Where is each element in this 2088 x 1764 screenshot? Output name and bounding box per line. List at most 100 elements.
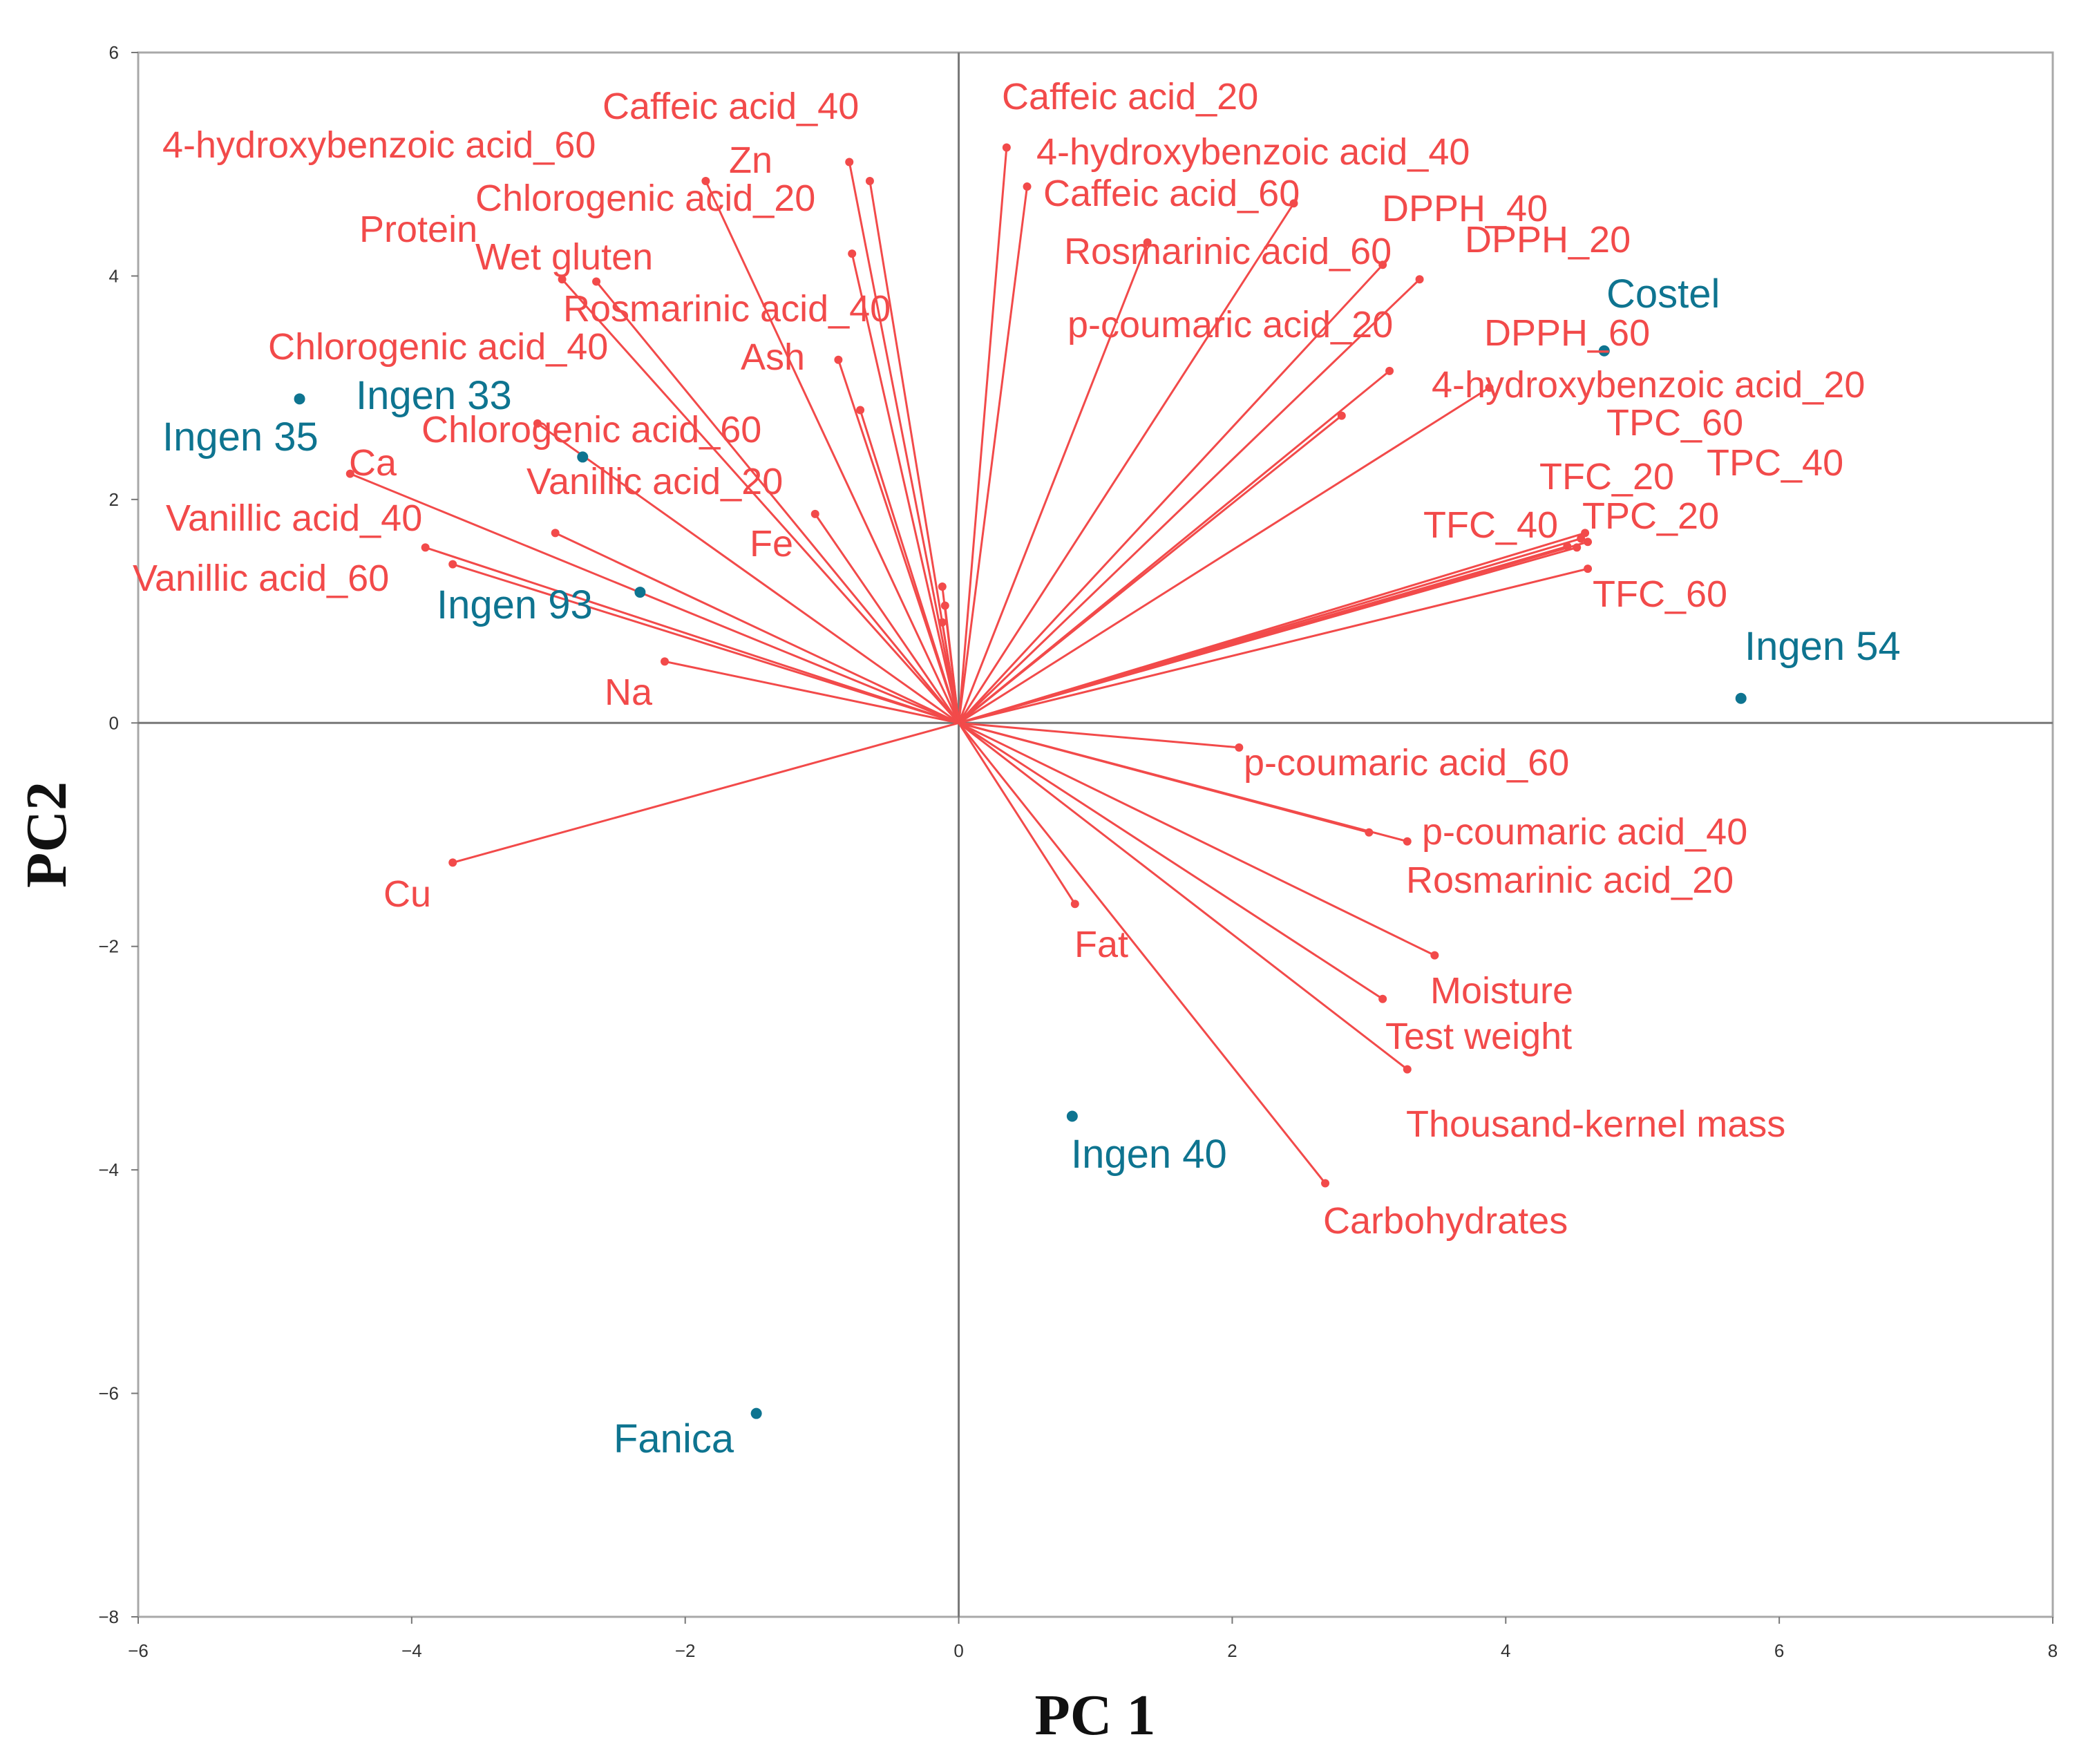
loading-label-rosmarinic-acid-60: Rosmarinic acid_60 xyxy=(1064,231,1392,272)
loading-vector-moisture xyxy=(958,721,1436,956)
loading-point-v41 xyxy=(938,618,947,627)
loading-vector-chlorogenic-acid-60 xyxy=(555,532,960,724)
loading-point-wet-gluten xyxy=(592,277,601,286)
loading-label-tfc-60: TFC_60 xyxy=(1593,573,1727,615)
loading-point-caffeic-acid-40 xyxy=(845,158,854,167)
axes-layer xyxy=(138,53,2053,1617)
loading-label-chlorogenic-acid-60: Chlorogenic acid_60 xyxy=(421,409,761,451)
loading-point-vanillic-acid-60 xyxy=(448,560,457,569)
x-tick-label: 0 xyxy=(953,1640,963,1661)
loading-point-4-hydroxybenzoic-acid-60 xyxy=(865,176,874,185)
loading-label-caffeic-acid-40: Caffeic acid_40 xyxy=(602,86,859,127)
loading-label-dpph-40: DPPH_40 xyxy=(1382,188,1548,229)
loading-point-carbohydrates xyxy=(1321,1179,1330,1188)
loading-point-dpph-40 xyxy=(1378,260,1387,269)
loading-vector-v42 xyxy=(944,605,960,723)
loading-vector-na xyxy=(664,660,959,724)
loading-label-dpph-60: DPPH_60 xyxy=(1484,312,1650,354)
loading-label-chlorogenic-acid-20: Chlorogenic acid_20 xyxy=(475,178,815,219)
loading-vector-zn xyxy=(851,253,960,723)
observation-label-ingen-54: Ingen 54 xyxy=(1745,624,1901,669)
loading-label-4-hydroxybenzoic-acid-40: 4-hydroxybenzoic acid_40 xyxy=(1036,131,1470,173)
loading-label-4-hydroxybenzoic-acid-60: 4-hydroxybenzoic acid_60 xyxy=(162,124,596,166)
loading-point-zn xyxy=(848,249,857,258)
x-tick-label: 6 xyxy=(1774,1640,1784,1661)
loading-label-protein: Protein xyxy=(359,209,477,250)
loading-point-chlorogenic-acid-40 xyxy=(533,419,542,428)
observation-points xyxy=(294,345,1747,1419)
loading-point-protein xyxy=(558,275,567,284)
loading-label-carbohydrates: Carbohydrates xyxy=(1323,1200,1568,1242)
loading-vector-chlorogenic-acid-20 xyxy=(705,180,960,723)
loading-point-caffeic-acid-20 xyxy=(1002,143,1011,152)
loading-label-ca: Ca xyxy=(349,442,397,484)
loading-vector-dpph-60 xyxy=(958,370,1390,724)
y-tick-label: −2 xyxy=(98,936,119,957)
observation-point-ingen-40 xyxy=(1066,1110,1078,1122)
loading-vector-thousand-kernel-mass xyxy=(958,722,1408,1070)
loading-label-fat: Fat xyxy=(1074,924,1128,965)
loading-vector-test-weight xyxy=(958,722,1383,1000)
ticks-layer: −6 −4 −2 0 2 4 6 8 −8 −6 −4 −2 0 2 4 6 xyxy=(98,42,2058,1661)
loading-label-tfc-20: TFC_20 xyxy=(1539,456,1674,497)
loading-point-na xyxy=(661,657,670,666)
loading-label-p-coumaric-acid-40: p-coumaric acid_40 xyxy=(1422,811,1747,853)
y-tick-label: 6 xyxy=(109,42,119,63)
loading-point-p-coumaric-acid-20 xyxy=(1337,411,1346,420)
observation-label-ingen-33: Ingen 33 xyxy=(356,373,512,418)
loading-point-chlorogenic-acid-20 xyxy=(701,176,710,185)
loading-point-v42 xyxy=(940,601,949,610)
loading-vector-4-hydroxybenzoic-acid-20 xyxy=(958,386,1490,724)
observation-point-fanica xyxy=(750,1407,762,1419)
loading-point-tpc-40 xyxy=(1577,534,1586,543)
loading-label-p-coumaric-acid-20: p-coumaric acid_20 xyxy=(1067,304,1393,345)
loading-vector-fat xyxy=(958,722,1076,905)
loading-label-dpph-20: DPPH_20 xyxy=(1465,219,1631,260)
loading-point-dpph-20 xyxy=(1415,275,1424,284)
observation-label-ingen-40: Ingen 40 xyxy=(1071,1132,1227,1177)
loading-vector-caffeic-acid-20 xyxy=(958,147,1008,723)
loading-label-rosmarinic-acid-20: Rosmarinic acid_20 xyxy=(1406,860,1734,901)
loading-label-zn: Zn xyxy=(729,140,772,181)
observation-point-ingen-54 xyxy=(1735,692,1747,704)
observation-label-ingen-35: Ingen 35 xyxy=(162,415,319,459)
loading-label-tpc-20: TPC_20 xyxy=(1582,495,1719,537)
loading-label-fe: Fe xyxy=(750,523,793,565)
loading-label-vanillic-acid-60: Vanillic acid_60 xyxy=(133,558,389,599)
observation-label-fanica: Fanica xyxy=(614,1416,734,1461)
loading-point-4-hydroxybenzoic-acid-20 xyxy=(1485,383,1494,392)
observation-point-ingen-93 xyxy=(634,587,646,598)
loading-point-chlorogenic-acid-60 xyxy=(551,529,560,538)
x-axis-title: PC 1 xyxy=(1035,1683,1156,1747)
loading-label-vanillic-acid-20: Vanillic acid_20 xyxy=(526,461,783,502)
loading-vectors xyxy=(345,143,1593,1188)
loading-point-thousand-kernel-mass xyxy=(1403,1065,1412,1074)
loading-vector-cu xyxy=(452,721,959,864)
loading-vector-tfc-40 xyxy=(958,545,1568,724)
loading-label-moisture: Moisture xyxy=(1430,970,1573,1012)
loading-vector-tfc-60 xyxy=(958,567,1588,724)
loading-label-caffeic-acid-60: Caffeic acid_60 xyxy=(1043,173,1300,214)
loading-label-p-coumaric-acid-60: p-coumaric acid_60 xyxy=(1244,742,1569,784)
y-tick-label: 2 xyxy=(109,489,119,510)
y-tick-label: −8 xyxy=(98,1606,119,1627)
loading-point-tpc-20 xyxy=(1573,543,1582,552)
loading-vector-ca xyxy=(350,473,960,724)
loading-point-4-hydroxybenzoic-acid-40 xyxy=(1289,199,1298,208)
loading-point-p-coumaric-acid-60 xyxy=(1235,743,1244,752)
loading-vector-rosmarinic-acid-20 xyxy=(958,721,1408,843)
loading-point-vanillic-acid-20 xyxy=(810,509,819,518)
loading-vector-vanillic-acid-20 xyxy=(814,513,960,724)
loading-label-wet-gluten: Wet gluten xyxy=(475,236,653,278)
loading-point-moisture xyxy=(1430,951,1439,960)
plot-frame xyxy=(137,51,2054,1618)
loading-point-rosmarinic-acid-20 xyxy=(1403,837,1412,846)
loading-label-cu: Cu xyxy=(383,873,431,915)
loading-vector-dpph-40 xyxy=(958,264,1384,724)
x-tick-label: 4 xyxy=(1501,1640,1510,1661)
loading-label-thousand-kernel-mass: Thousand-kernel mass xyxy=(1406,1103,1785,1145)
loading-label-rosmarinic-acid-40: Rosmarinic acid_40 xyxy=(563,288,891,330)
loading-point-tfc-40 xyxy=(1563,542,1572,551)
observation-point-costel xyxy=(1598,345,1610,357)
